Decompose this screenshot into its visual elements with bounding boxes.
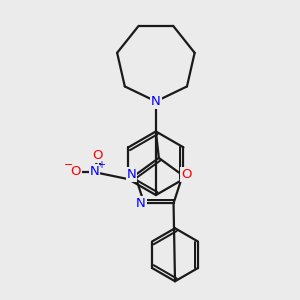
- Text: +: +: [97, 160, 105, 170]
- Text: N: N: [127, 168, 136, 181]
- Text: −: −: [64, 160, 73, 170]
- Text: O: O: [92, 149, 103, 162]
- Text: O: O: [70, 165, 81, 178]
- Text: O: O: [181, 168, 191, 181]
- Text: N: N: [136, 197, 146, 210]
- Text: N: N: [151, 95, 161, 108]
- Text: N: N: [90, 165, 99, 178]
